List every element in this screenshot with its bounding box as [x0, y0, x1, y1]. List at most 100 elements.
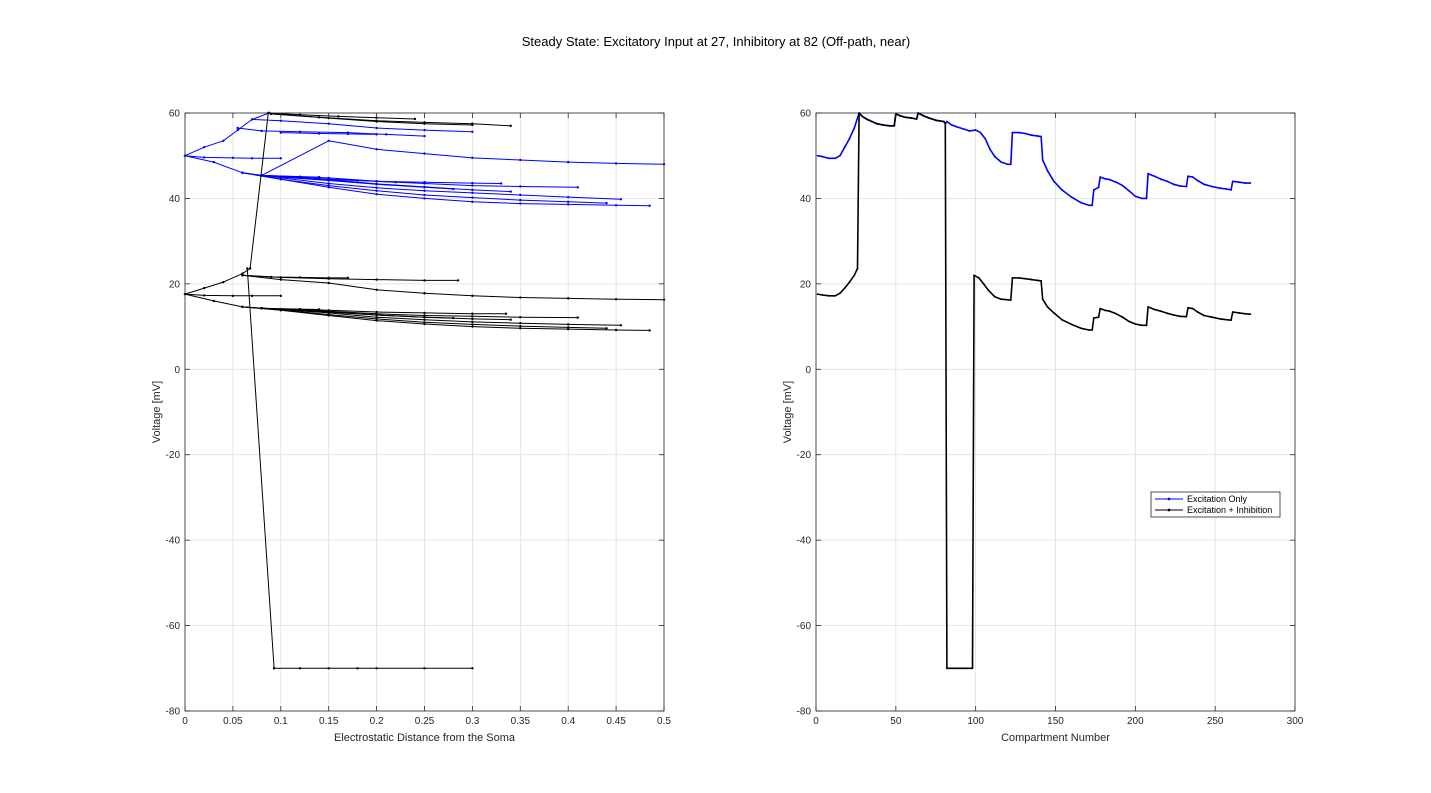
- data-point: [413, 117, 417, 121]
- data-point: [202, 294, 206, 297]
- data-point: [1203, 183, 1205, 186]
- data-point: [1000, 298, 1003, 301]
- data-point: [982, 282, 985, 285]
- data-point: [1041, 159, 1044, 161]
- data-point: [904, 116, 907, 119]
- data-point: [471, 196, 474, 199]
- data-point: [279, 119, 282, 122]
- data-point: [1244, 182, 1247, 184]
- data-point: [839, 292, 841, 295]
- data-point: [375, 310, 378, 314]
- series-line-16: [249, 112, 269, 269]
- data-point: [955, 125, 958, 128]
- series-line-12: [242, 172, 650, 207]
- data-point: [834, 294, 837, 297]
- data-point: [452, 316, 455, 320]
- data-point: [375, 313, 378, 317]
- data-point: [375, 189, 378, 192]
- legend-label-excitation: Excitation Only: [1187, 494, 1248, 504]
- data-point: [1092, 317, 1095, 319]
- data-point: [993, 155, 996, 158]
- data-point: [888, 124, 891, 127]
- data-point: [346, 132, 350, 136]
- data-point: [231, 294, 235, 298]
- y-tick-label: 0: [174, 365, 180, 376]
- data-point: [1147, 172, 1150, 175]
- data-point: [298, 667, 302, 670]
- data-point: [423, 197, 426, 200]
- series-line-3: [280, 132, 377, 135]
- data-point: [1121, 184, 1124, 187]
- data-point: [375, 186, 378, 189]
- data-point: [1115, 181, 1118, 184]
- data-point: [993, 295, 996, 298]
- data-point: [327, 667, 330, 670]
- data-point: [834, 157, 837, 160]
- data-point: [1006, 163, 1009, 166]
- data-point: [423, 152, 426, 155]
- data-point: [648, 204, 651, 207]
- data-point: [241, 272, 244, 275]
- data-point: [327, 139, 330, 142]
- data-point: [853, 274, 856, 277]
- data-point: [1108, 178, 1111, 181]
- data-point: [648, 329, 651, 332]
- data-point: [1037, 135, 1039, 137]
- x-axis-label: Compartment Number: [1001, 732, 1110, 744]
- y-tick-label: -60: [797, 621, 812, 632]
- data-point: [1091, 204, 1094, 207]
- data-point: [1203, 314, 1205, 317]
- data-point: [839, 154, 841, 157]
- data-point: [202, 286, 206, 290]
- data-point: [1046, 169, 1049, 172]
- data-point: [241, 305, 244, 309]
- data-point: [519, 193, 522, 197]
- data-point: [250, 157, 254, 160]
- data-point: [843, 146, 846, 149]
- data-point: [1219, 317, 1221, 320]
- x-axis-label: Electrostatic Distance from the Soma: [334, 732, 516, 744]
- data-point: [327, 182, 330, 185]
- data-point: [977, 276, 980, 279]
- series-line-32: [242, 306, 650, 331]
- data-point: [327, 122, 330, 125]
- data-point: [423, 314, 426, 317]
- data-point: [279, 178, 282, 181]
- series-line-27: [261, 307, 506, 315]
- x-tick-label: 0: [813, 716, 819, 727]
- data-point: [375, 183, 378, 186]
- data-point: [950, 124, 953, 126]
- data-point: [236, 126, 239, 130]
- data-point: [423, 667, 426, 670]
- x-tick-label: 0.4: [561, 716, 575, 727]
- data-point: [509, 190, 512, 193]
- data-point: [1159, 310, 1162, 313]
- data-point: [375, 317, 378, 321]
- data-point: [222, 139, 225, 142]
- data-point: [241, 274, 244, 277]
- data-point: [875, 122, 878, 125]
- data-point: [1017, 276, 1020, 279]
- y-tick-label: -40: [166, 536, 181, 547]
- data-point: [509, 124, 512, 128]
- data-point: [375, 148, 378, 151]
- data-point: [968, 130, 971, 132]
- data-point: [1088, 204, 1090, 207]
- data-point: [1128, 189, 1130, 192]
- data-point: [471, 315, 474, 318]
- x-tick-label: 0: [182, 716, 188, 727]
- data-point: [1231, 311, 1234, 313]
- data-point: [279, 278, 282, 281]
- data-point: [272, 667, 276, 670]
- data-point: [375, 315, 378, 319]
- data-point: [1037, 279, 1039, 282]
- data-point: [519, 321, 522, 325]
- data-point: [1134, 195, 1137, 198]
- data-point: [1179, 315, 1181, 318]
- data-point: [946, 667, 948, 670]
- data-point: [1140, 324, 1143, 327]
- x-tick-label: 0.05: [223, 716, 243, 727]
- y-tick-label: 40: [800, 194, 812, 205]
- legend[interactable]: Excitation Only Excitation + Inhibition: [1150, 491, 1281, 518]
- data-point: [567, 203, 570, 206]
